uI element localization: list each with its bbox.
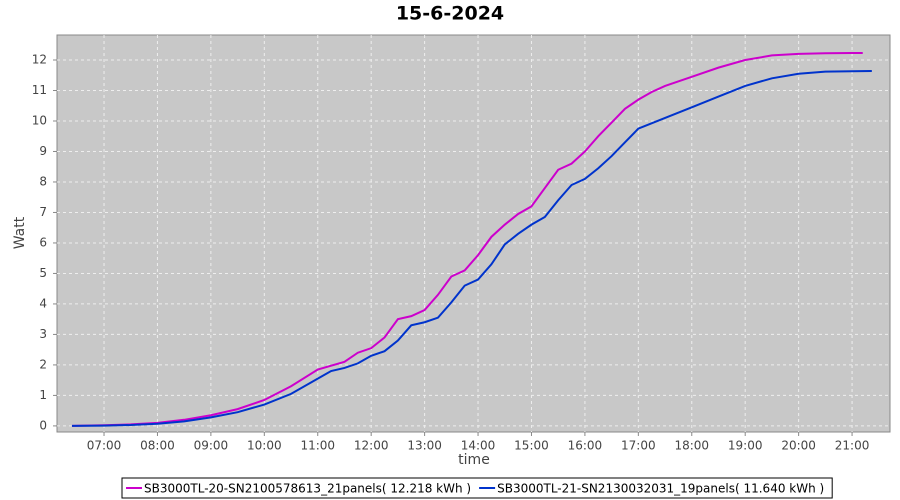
x-tick-label: 09:00: [194, 439, 229, 453]
legend-label: SB3000TL-20-SN2100578613_21panels( 12.21…: [144, 482, 471, 496]
x-tick-label: 16:00: [568, 439, 603, 453]
x-tick-label: 19:00: [728, 439, 763, 453]
y-tick-label: 8: [39, 174, 47, 188]
x-tick-label: 21:00: [835, 439, 870, 453]
x-tick-label: 10:00: [247, 439, 282, 453]
y-tick-label: 5: [39, 266, 47, 280]
y-tick-label: 1: [39, 388, 47, 402]
y-tick-label: 7: [39, 205, 47, 219]
series-line: [71, 51, 863, 427]
y-tick-label: 6: [39, 235, 47, 249]
y-tick-label: 10: [32, 113, 47, 127]
x-tick-label: 11:00: [300, 439, 335, 453]
legend-box: [121, 477, 833, 499]
y-axis-label: Watt: [12, 216, 28, 249]
x-tick-label: 20:00: [781, 439, 816, 453]
y-tick-label: 12: [32, 53, 47, 67]
series-line: [71, 69, 872, 427]
legend: SB3000TL-20-SN2100578613_21panels( 12.21…: [121, 477, 833, 499]
y-tick-label: 11: [32, 83, 47, 97]
legend-label: SB3000TL-21-SN2130032031_19panels( 11.64…: [497, 482, 824, 496]
y-tick-label: 0: [39, 418, 47, 432]
x-tick-label: 08:00: [140, 439, 175, 453]
y-tick-label: 4: [39, 296, 47, 310]
y-tick-label: 9: [39, 144, 47, 158]
x-tick-label: 17:00: [621, 439, 656, 453]
x-tick-label: 07:00: [87, 439, 122, 453]
x-tick-label: 14:00: [461, 439, 496, 453]
x-tick-label: 15:00: [514, 439, 549, 453]
plot-area: [56, 34, 891, 433]
y-tick-label: 2: [39, 357, 47, 371]
chart-title: 15-6-2024: [396, 3, 504, 25]
y-tick-label: 3: [39, 327, 47, 341]
x-tick-label: 18:00: [674, 439, 709, 453]
x-tick-label: 12:00: [354, 439, 389, 453]
x-axis-label: time: [458, 452, 490, 468]
x-tick-label: 13:00: [407, 439, 442, 453]
